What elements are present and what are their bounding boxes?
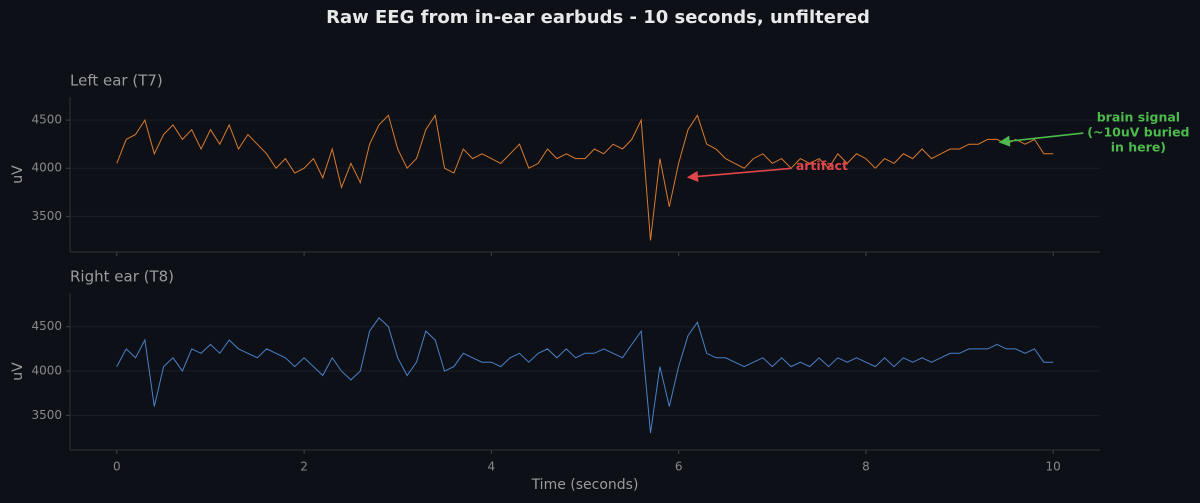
signal-line [116,317,1054,434]
panel-title: Left ear (T7) [70,72,163,90]
y-tick-label: 4500 [31,113,62,127]
y-tick-label: 4500 [31,319,62,333]
annotation-text: (~10uV buried [1087,125,1189,140]
annotation-text: brain signal [1097,110,1180,125]
x-tick-label: 6 [675,460,683,474]
y-tick-label: 3500 [31,408,62,422]
x-axis-label: Time (seconds) [531,477,639,493]
y-tick-label: 3500 [31,209,62,223]
annotation-arrow [998,132,1084,147]
y-axis-label: uV [10,362,26,381]
x-tick-label: 0 [113,460,121,474]
x-tick-label: 4 [488,460,496,474]
chart-title: Raw EEG from in-ear earbuds - 10 seconds… [326,7,870,28]
y-tick-label: 4000 [31,364,62,378]
annotation-arrow [686,167,792,183]
y-tick-label: 4000 [31,161,62,175]
signal-line [116,113,1054,241]
annotation-text: in here) [1111,140,1166,155]
x-tick-label: 8 [862,460,870,474]
panel-title: Right ear (T8) [70,268,174,286]
annotation-text: artifact [796,158,848,173]
y-axis-label: uV [10,165,26,184]
x-tick-label: 2 [300,460,308,474]
x-tick-label: 10 [1046,460,1061,474]
